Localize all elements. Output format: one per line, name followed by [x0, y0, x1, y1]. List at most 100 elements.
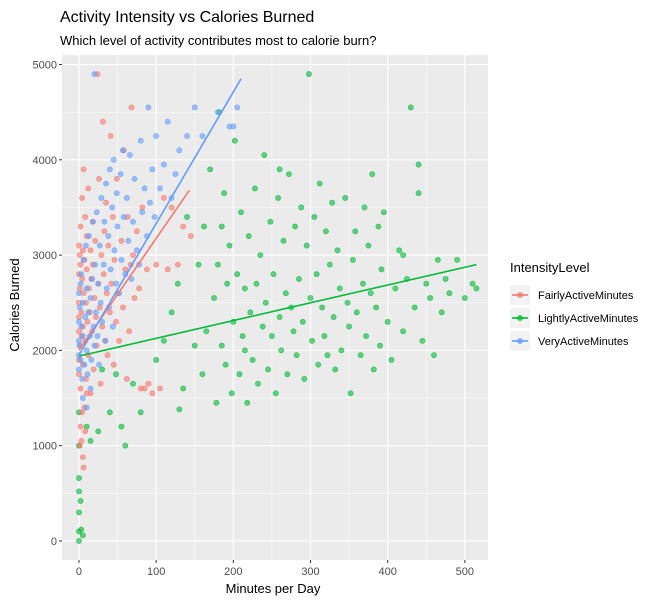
point-VeryActiveMinutes	[164, 118, 171, 125]
point-LightlyActiveMinutes	[315, 361, 322, 368]
x-axis-title: Minutes per Day	[226, 581, 321, 596]
point-LightlyActiveMinutes	[242, 347, 248, 354]
point-VeryActiveMinutes	[133, 247, 140, 254]
point-VeryActiveMinutes	[149, 166, 156, 173]
x-tick-label: 300	[301, 566, 319, 578]
point-VeryActiveMinutes	[89, 218, 96, 225]
point-FairlyActiveMinutes	[85, 185, 92, 192]
point-FairlyActiveMinutes	[82, 214, 89, 220]
point-FairlyActiveMinutes	[122, 266, 129, 273]
point-LightlyActiveMinutes	[270, 271, 277, 278]
point-FairlyActiveMinutes	[116, 337, 123, 344]
point-LightlyActiveMinutes	[191, 342, 198, 349]
point-LightlyActiveMinutes	[361, 204, 368, 211]
point-VeryActiveMinutes	[77, 280, 84, 287]
point-LightlyActiveMinutes	[303, 242, 310, 249]
point-FairlyActiveMinutes	[77, 223, 84, 230]
point-LightlyActiveMinutes	[321, 333, 328, 339]
point-LightlyActiveMinutes	[378, 266, 385, 273]
point-LightlyActiveMinutes	[336, 285, 343, 292]
point-LightlyActiveMinutes	[118, 423, 125, 430]
point-VeryActiveMinutes	[80, 256, 87, 263]
point-LightlyActiveMinutes	[78, 526, 85, 533]
point-VeryActiveMinutes	[78, 323, 85, 330]
point-LightlyActiveMinutes	[292, 223, 298, 230]
point-LightlyActiveMinutes	[377, 342, 383, 349]
point-LightlyActiveMinutes	[311, 214, 318, 220]
point-LightlyActiveMinutes	[329, 199, 336, 206]
point-LightlyActiveMinutes	[249, 357, 256, 363]
y-axis-ticks: 0 1000 2000 3000 4000 5000	[33, 60, 62, 548]
point-VeryActiveMinutes	[157, 185, 163, 192]
point-LightlyActiveMinutes	[218, 342, 225, 349]
point-FairlyActiveMinutes	[96, 175, 102, 182]
plot-panel	[62, 55, 488, 560]
point-LightlyActiveMinutes	[231, 137, 238, 144]
point-FairlyActiveMinutes	[113, 175, 120, 182]
point-VeryActiveMinutes	[103, 180, 109, 187]
point-VeryActiveMinutes	[92, 261, 99, 268]
point-FairlyActiveMinutes	[83, 266, 90, 273]
point-LightlyActiveMinutes	[218, 223, 225, 230]
point-FairlyActiveMinutes	[77, 385, 84, 392]
point-VeryActiveMinutes	[105, 233, 112, 239]
point-LightlyActiveMinutes	[367, 290, 374, 297]
point-VeryActiveMinutes	[82, 314, 89, 320]
y-tick-label: 5000	[33, 60, 57, 72]
point-VeryActiveMinutes	[130, 218, 136, 225]
point-VeryActiveMinutes	[191, 104, 198, 111]
point-LightlyActiveMinutes	[224, 280, 231, 287]
point-VeryActiveMinutes	[91, 342, 98, 349]
point-FairlyActiveMinutes	[103, 199, 109, 206]
point-VeryActiveMinutes	[147, 199, 153, 206]
point-VeryActiveMinutes	[114, 223, 121, 230]
point-FairlyActiveMinutes	[120, 304, 126, 311]
point-LightlyActiveMinutes	[195, 261, 202, 268]
point-FairlyActiveMinutes	[93, 314, 99, 320]
point-FairlyActiveMinutes	[133, 228, 140, 235]
legend-title: IntensityLevel	[510, 260, 590, 275]
point-LightlyActiveMinutes	[282, 290, 289, 297]
point-LightlyActiveMinutes	[454, 256, 461, 263]
point-VeryActiveMinutes	[87, 385, 94, 392]
point-LightlyActiveMinutes	[352, 228, 359, 235]
point-VeryActiveMinutes	[113, 280, 119, 287]
point-LightlyActiveMinutes	[316, 180, 323, 187]
point-VeryActiveMinutes	[76, 318, 82, 325]
point-FairlyActiveMinutes	[76, 314, 82, 320]
point-LightlyActiveMinutes	[326, 261, 333, 268]
point-LightlyActiveMinutes	[247, 309, 254, 316]
point-FairlyActiveMinutes	[103, 290, 110, 297]
point-VeryActiveMinutes	[76, 337, 82, 344]
trend-line-LightlyActiveMinutes	[78, 263, 477, 357]
point-VeryActiveMinutes	[151, 214, 158, 220]
point-LightlyActiveMinutes	[365, 242, 372, 249]
point-LightlyActiveMinutes	[338, 347, 345, 354]
point-LightlyActiveMinutes	[344, 299, 351, 306]
point-VeryActiveMinutes	[137, 137, 144, 144]
point-FairlyActiveMinutes	[131, 295, 138, 301]
point-VeryActiveMinutes	[93, 309, 99, 316]
point-LightlyActiveMinutes	[438, 309, 445, 316]
point-LightlyActiveMinutes	[238, 209, 244, 216]
point-LightlyActiveMinutes	[130, 380, 136, 387]
point-LightlyActiveMinutes	[211, 295, 217, 301]
point-VeryActiveMinutes	[123, 195, 130, 201]
point-FairlyActiveMinutes	[90, 366, 97, 373]
point-VeryActiveMinutes	[103, 285, 110, 292]
legend-point-VeryActiveMinutes	[517, 338, 523, 344]
y-tick-label: 1000	[33, 441, 57, 453]
point-LightlyActiveMinutes	[228, 390, 235, 397]
point-VeryActiveMinutes	[125, 237, 132, 244]
x-tick-label: 500	[456, 566, 474, 578]
legend: IntensityLevel FairlyActiveMinutes Lightl…	[510, 260, 639, 351]
point-LightlyActiveMinutes	[222, 361, 229, 368]
point-LightlyActiveMinutes	[255, 380, 261, 387]
trend-line-VeryActiveMinutes	[78, 78, 242, 356]
point-LightlyActiveMinutes	[334, 247, 341, 254]
point-FairlyActiveMinutes	[157, 385, 163, 392]
point-LightlyActiveMinutes	[257, 252, 264, 258]
point-FairlyActiveMinutes	[160, 195, 167, 201]
point-LightlyActiveMinutes	[431, 352, 437, 359]
